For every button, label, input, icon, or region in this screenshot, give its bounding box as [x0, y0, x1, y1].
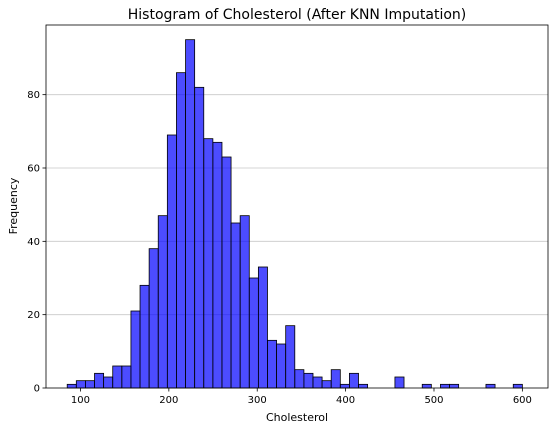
histogram-bar — [121, 365, 132, 389]
histogram-bar — [139, 284, 150, 389]
histogram-bar — [303, 372, 314, 389]
histogram-bar — [66, 383, 77, 389]
y-tick-label: 0 — [34, 384, 40, 395]
x-tick-label: 400 — [336, 395, 355, 406]
histogram-bar — [103, 376, 114, 389]
x-tick-label: 600 — [513, 395, 532, 406]
y-tick-label: 40 — [27, 237, 40, 248]
histogram-bar — [512, 383, 523, 389]
histogram-bar — [248, 277, 259, 389]
histogram-bar — [312, 376, 323, 389]
histogram-bar — [230, 222, 241, 389]
histogram-bar — [157, 215, 168, 389]
y-tick-label: 80 — [27, 90, 40, 101]
histogram-bar — [330, 369, 341, 389]
histogram-bar — [185, 39, 196, 389]
x-axis: 100 200 300 400 500 600 — [71, 388, 532, 406]
histogram-bar — [257, 266, 268, 389]
x-tick-label: 500 — [424, 395, 443, 406]
chart-title: Histogram of Cholesterol (After KNN Impu… — [128, 7, 466, 23]
histogram-bar — [239, 215, 250, 389]
histogram-bar — [130, 310, 141, 389]
x-tick-label: 300 — [248, 395, 267, 406]
histogram-bar — [321, 380, 332, 389]
histogram-bar — [276, 343, 287, 389]
y-axis: 0 20 40 60 80 — [27, 90, 46, 395]
histogram-bar — [85, 380, 95, 389]
histogram-bar — [267, 339, 277, 389]
histogram-bar — [485, 383, 496, 389]
histogram-bar — [166, 134, 177, 389]
y-tick-label: 20 — [27, 310, 40, 321]
histogram-bar — [294, 369, 305, 389]
x-axis-title: Cholesterol — [266, 411, 328, 424]
histogram-bar — [449, 383, 460, 389]
histogram-bar — [285, 325, 296, 389]
histogram-bar — [112, 365, 123, 389]
histogram-bar — [358, 383, 369, 389]
histogram-bars — [66, 39, 523, 389]
histogram-bar — [339, 383, 350, 389]
histogram-bar — [394, 376, 405, 389]
histogram-bar — [221, 156, 232, 389]
histogram-bar — [212, 141, 223, 389]
histogram-bar — [176, 72, 186, 389]
histogram-bar — [194, 86, 205, 389]
y-tick-label: 60 — [27, 164, 40, 175]
x-tick-label: 200 — [159, 395, 178, 406]
grid-lines — [46, 94, 548, 316]
x-tick-label: 100 — [71, 395, 90, 406]
histogram-bar — [421, 383, 432, 389]
histogram-bar — [440, 383, 450, 389]
histogram-bar — [75, 380, 86, 389]
histogram-bar — [349, 372, 359, 389]
histogram-bar — [148, 248, 159, 389]
histogram-bar — [94, 372, 105, 389]
histogram-bar — [203, 138, 214, 389]
plot-frame — [45, 24, 549, 389]
y-axis-title: Frequency — [7, 177, 20, 234]
